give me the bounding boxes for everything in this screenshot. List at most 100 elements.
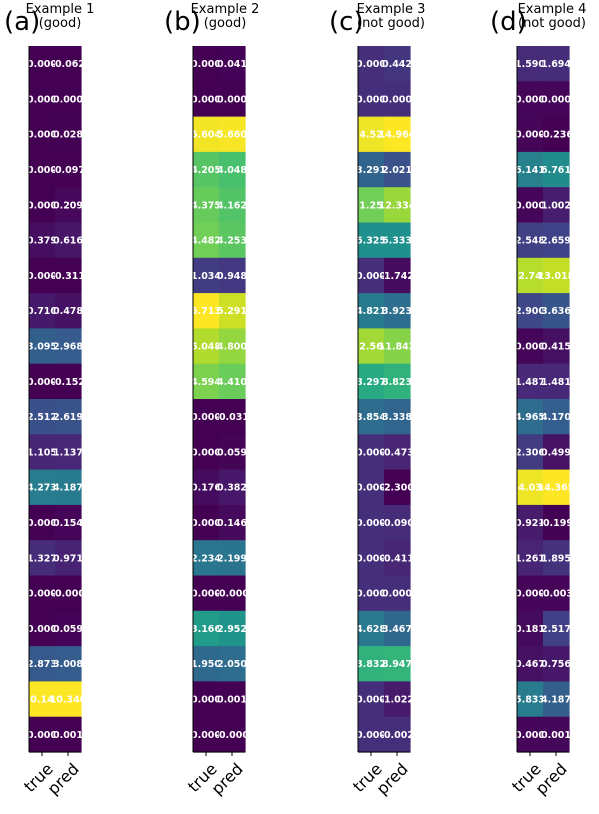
heatmap-cell — [543, 187, 570, 224]
x-tick-label: pred — [532, 759, 571, 798]
heatmap-cell — [219, 575, 246, 612]
heatmap-cell — [358, 399, 385, 435]
cell-value-label: 0.000 — [191, 730, 221, 741]
cell-value-label: 0.948 — [217, 271, 247, 282]
heatmap-cell — [543, 469, 570, 506]
cell-value-label: -0.097 — [51, 165, 85, 176]
heatmap-cell — [517, 575, 544, 612]
heatmap-cell — [384, 504, 411, 541]
heatmap-cell — [517, 716, 544, 753]
heatmap-cell — [517, 434, 544, 471]
cell-value-label: 0.000 — [191, 59, 221, 70]
heatmap-cell — [517, 540, 544, 577]
heatmap-cell — [219, 399, 246, 435]
heatmap-cell — [543, 293, 570, 329]
cell-value-label: 10.145 — [24, 694, 61, 705]
panel-label: (b) — [164, 7, 201, 37]
cell-value-label: 2.900 — [515, 306, 545, 317]
heatmap-cell — [543, 610, 570, 647]
heatmap-cell — [29, 434, 56, 471]
heatmap-cell — [219, 469, 246, 506]
panel-label: (d) — [490, 7, 527, 37]
heatmap-cell — [193, 81, 220, 118]
heatmap-cell — [55, 434, 82, 471]
heatmap-cell — [543, 151, 570, 188]
heatmap-cell — [384, 646, 411, 682]
cell-value-label: 3.008 — [53, 659, 83, 670]
cell-value-label: 3.923 — [382, 306, 412, 317]
heatmap-cell — [358, 293, 385, 329]
cell-value-label: 5.291 — [217, 306, 247, 317]
heatmap-cell — [358, 646, 385, 682]
cell-value-label: 0.000 — [27, 624, 57, 635]
cell-value-label: 0.000 — [191, 94, 221, 105]
heatmap-cell — [358, 434, 385, 471]
heatmap-cell — [219, 116, 246, 153]
panel-subtitle: (good) — [204, 16, 247, 31]
heatmap-cell — [543, 116, 570, 153]
heatmap-cell — [517, 257, 544, 294]
heatmap-cell — [358, 46, 385, 82]
heatmap-cell — [219, 610, 246, 647]
heatmap-cell — [384, 222, 411, 259]
heatmap-cell — [219, 257, 246, 294]
heatmap-cell — [358, 540, 385, 577]
heatmap-cell — [29, 257, 56, 294]
heatmap-cell — [55, 328, 82, 365]
heatmap-cell — [358, 469, 385, 506]
cell-value-label: -1.022 — [380, 694, 414, 705]
cell-value-label: 0.000 — [217, 94, 247, 105]
cell-value-label: 0.000 — [356, 59, 386, 70]
heatmap-cell — [543, 575, 570, 612]
cell-value-label: 0.000 — [27, 377, 57, 388]
heatmap-cell — [517, 46, 544, 82]
cell-value-label: 0.000 — [356, 483, 386, 494]
cell-value-label: 4.170 — [541, 412, 571, 423]
heatmap-cell — [55, 610, 82, 647]
x-tick-label: pred — [44, 759, 83, 798]
cell-value-label: 0.000 — [191, 589, 221, 600]
heatmap-cell — [219, 434, 246, 471]
heatmap-cell — [29, 399, 56, 435]
cell-value-label: 0.000 — [27, 730, 57, 741]
heatmap-cell — [193, 504, 220, 541]
heatmap-cell — [55, 293, 82, 329]
cell-value-label: 0.000 — [515, 730, 545, 741]
cell-value-label: 0.000 — [356, 518, 386, 529]
heatmap-cell — [384, 716, 411, 753]
heatmap-cell — [29, 293, 56, 329]
cell-value-label: 0.000 — [356, 553, 386, 564]
cell-value-label: 3.338 — [382, 412, 412, 423]
cell-value-label: 10.340 — [50, 694, 87, 705]
cell-value-label: 0.000 — [191, 518, 221, 529]
cell-value-label: 1.105 — [27, 447, 57, 458]
cell-value-label: 1.950 — [191, 659, 221, 670]
cell-value-label: 0.000 — [27, 200, 57, 211]
heatmap-cell — [193, 293, 220, 329]
heatmap-cell — [193, 646, 220, 682]
cell-value-label: 2.234 — [191, 553, 221, 564]
cell-value-label: 0.971 — [53, 553, 83, 564]
cell-value-label: 6.141 — [515, 165, 545, 176]
heatmap-cell — [358, 610, 385, 647]
cell-value-label: 0.041 — [217, 59, 247, 70]
heatmap-cell — [55, 151, 82, 188]
cell-value-label: 0.000 — [27, 589, 57, 600]
cell-value-label: 3.636 — [541, 306, 571, 317]
heatmap-cell — [193, 187, 220, 224]
cell-value-label: 0.415 — [541, 341, 571, 352]
panel-label: (a) — [4, 7, 40, 37]
cell-value-label: 6.761 — [541, 165, 571, 176]
heatmap-cell — [384, 187, 411, 224]
cell-value-label: 0.000 — [191, 412, 221, 423]
cell-value-label: -2.300 — [380, 483, 414, 494]
cell-value-label: 0.000 — [515, 94, 545, 105]
heatmap-panel-3: (c)Example 3(not good)0.0000.4420.0000.0… — [329, 2, 425, 798]
heatmap-cell — [219, 81, 246, 118]
heatmap-cell — [193, 681, 220, 718]
cell-value-label: 0.000 — [382, 589, 412, 600]
heatmap-cell — [29, 363, 56, 400]
cell-value-label: 0.000 — [515, 200, 545, 211]
heatmap-cell — [517, 151, 544, 188]
cell-value-label: 4.821 — [356, 306, 386, 317]
